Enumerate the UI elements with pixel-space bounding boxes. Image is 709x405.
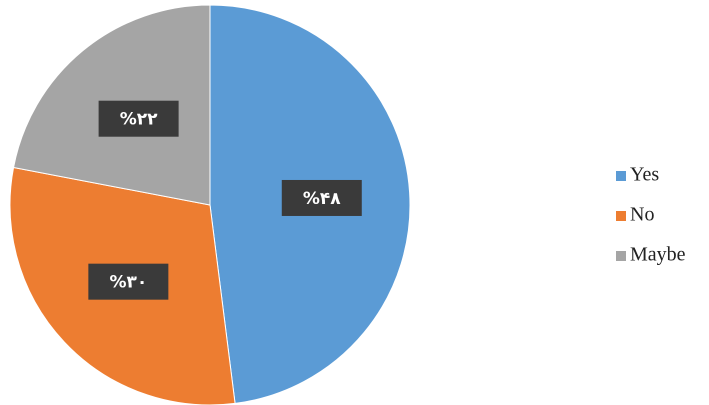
data-label-text: %۳۰ [109, 273, 147, 293]
legend-swatch [616, 211, 626, 221]
legend-label: Maybe [630, 244, 686, 266]
data-label-text: %۲۲ [120, 110, 158, 130]
legend-label: No [630, 204, 654, 226]
data-label: %۴۸ [281, 179, 362, 216]
data-label-box [281, 179, 362, 216]
data-label-box [98, 100, 179, 137]
data-label-text: %۴۸ [303, 189, 341, 209]
data-label-box [88, 263, 169, 300]
legend-swatch [616, 171, 626, 181]
legend-label: Yes [630, 164, 659, 186]
legend-swatch [616, 251, 626, 261]
data-label: %۲۲ [98, 100, 179, 137]
data-label: %۳۰ [88, 263, 169, 300]
